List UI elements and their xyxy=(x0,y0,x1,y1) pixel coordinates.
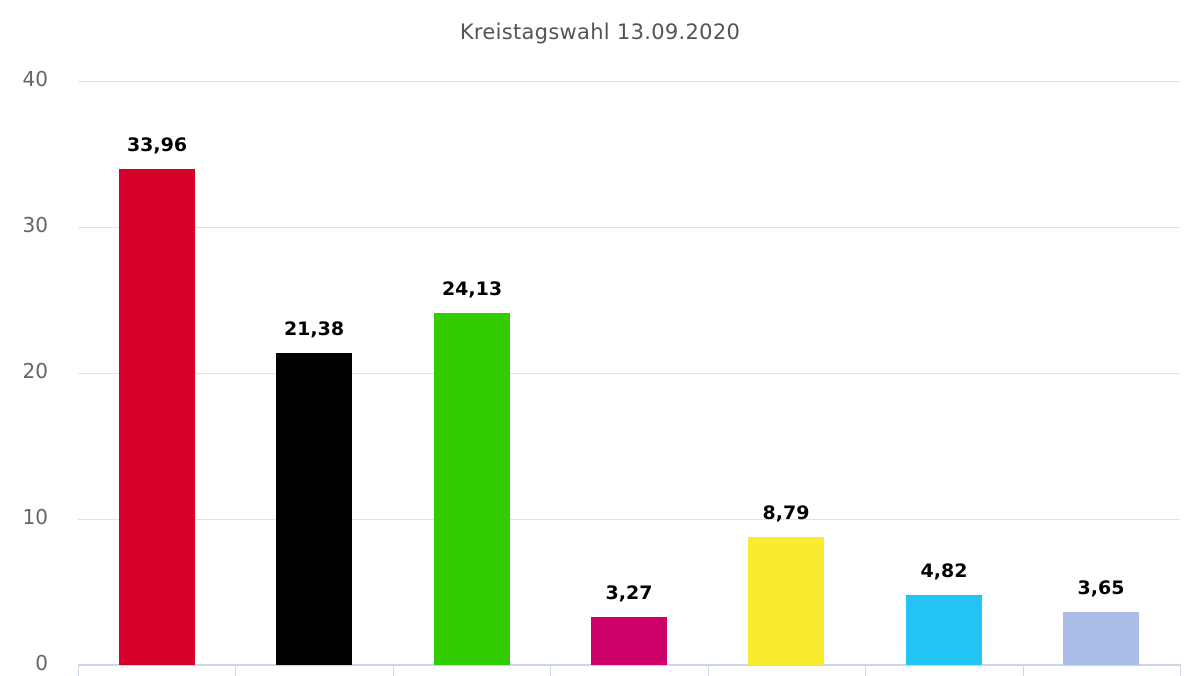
bar-value-label: 24,13 xyxy=(441,278,503,300)
gridline xyxy=(78,81,1180,82)
x-axis-tick xyxy=(550,664,551,676)
bar[interactable] xyxy=(748,537,824,665)
x-axis-tick xyxy=(708,664,709,676)
x-axis-tick xyxy=(1023,664,1024,676)
y-axis-tick-label: 20 xyxy=(22,359,48,383)
bar[interactable] xyxy=(1063,612,1139,665)
bar-value-label: 4,82 xyxy=(920,560,968,582)
x-axis-tick xyxy=(393,664,394,676)
y-axis-tick-label: 0 xyxy=(35,651,48,675)
y-axis-tick-label: 30 xyxy=(22,213,48,237)
gridline xyxy=(78,227,1180,228)
bar[interactable] xyxy=(591,617,667,665)
bar-value-label: 33,96 xyxy=(126,134,188,156)
gridline xyxy=(78,373,1180,374)
bar-value-label: 8,79 xyxy=(762,502,810,524)
bar-value-label: 21,38 xyxy=(283,318,345,340)
bar[interactable] xyxy=(906,595,982,665)
bar[interactable] xyxy=(276,353,352,665)
x-axis-tick xyxy=(865,664,866,676)
bar-value-label: 3,27 xyxy=(605,582,653,604)
bar[interactable] xyxy=(434,313,510,665)
gridline xyxy=(78,519,1180,520)
x-axis-tick xyxy=(78,664,79,676)
x-axis-tick xyxy=(235,664,236,676)
x-axis-tick xyxy=(1180,664,1181,676)
y-axis-tick-label: 10 xyxy=(22,505,48,529)
bar-value-label: 3,65 xyxy=(1077,577,1125,599)
y-axis-tick-label: 40 xyxy=(22,67,48,91)
chart-title: Kreistagswahl 13.09.2020 xyxy=(459,20,741,44)
x-axis-line xyxy=(78,664,1180,666)
bar[interactable] xyxy=(119,169,195,665)
